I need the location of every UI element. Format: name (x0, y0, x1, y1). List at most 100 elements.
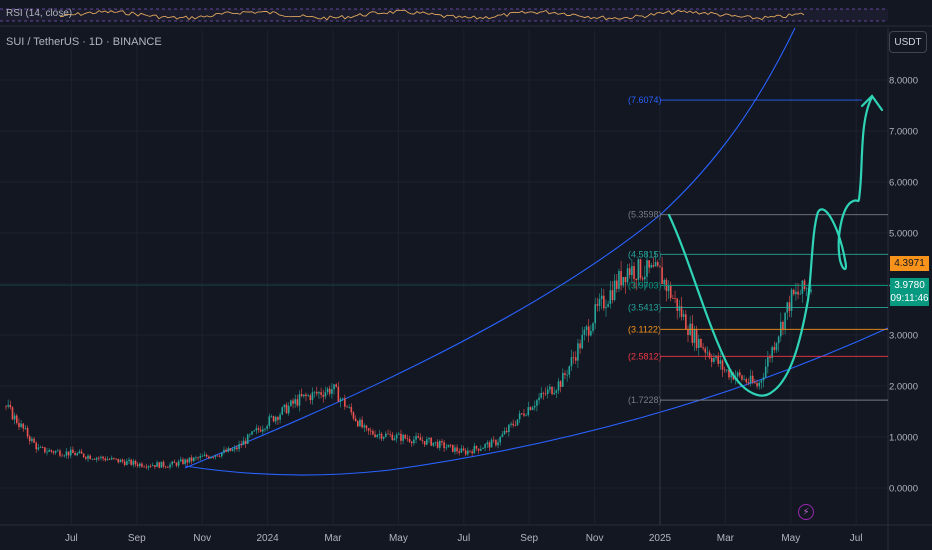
candle-body (624, 276, 627, 283)
x-tick-label: Jul (65, 533, 78, 544)
candle-body (721, 360, 724, 370)
candle-body (562, 373, 564, 387)
candle-body (488, 442, 491, 448)
candle-body (85, 457, 87, 459)
candle-body (262, 429, 264, 432)
candle-body (143, 466, 145, 468)
candle-body (531, 407, 534, 410)
candle-body (713, 358, 715, 362)
y-tick-label: 8.0000 (889, 76, 918, 87)
candle-body (171, 461, 173, 465)
candle-body (259, 429, 262, 432)
candle-body (136, 464, 139, 467)
candle-body (249, 434, 251, 436)
candle-body (525, 415, 527, 416)
rsi-indicator-label[interactable]: RSI (14, close) (6, 8, 73, 19)
candle-body (119, 459, 122, 463)
candle-body (603, 295, 605, 309)
candle-body (72, 449, 74, 454)
candle-body (648, 260, 650, 268)
candle-body (67, 451, 70, 456)
candle-body (486, 442, 489, 445)
x-tick-label: May (389, 533, 408, 544)
candle-body (65, 451, 68, 456)
candle-body (167, 467, 169, 468)
candle-body (503, 430, 506, 435)
candle-body (654, 262, 657, 267)
fib-level-label: (4.5815) (628, 249, 662, 259)
candle-body (810, 289, 812, 292)
candle-body (741, 375, 743, 380)
candle-body (348, 407, 350, 408)
candle-body (305, 394, 307, 396)
candle-body (393, 438, 396, 441)
candle-body (184, 459, 186, 464)
candle-body (195, 457, 197, 459)
rsi-band-fill (0, 9, 888, 21)
x-tick-label: Mar (717, 533, 735, 544)
candle-body (257, 428, 260, 430)
unit-selector-button[interactable]: USDT (889, 31, 927, 53)
candle-body (669, 285, 672, 299)
candle-body (533, 405, 536, 408)
candle-body (451, 444, 454, 452)
candle-body (130, 459, 132, 465)
candle-body (747, 382, 750, 383)
candle-body (387, 433, 389, 435)
candle-body (639, 259, 642, 279)
fib-level-label: (5.3598) (628, 210, 662, 220)
candle-body (788, 302, 791, 311)
fib-retracement[interactable]: (7.6074) (5.3598) (4.5815) (3.9703) (3.5413)… (628, 95, 888, 525)
candle-body (356, 421, 359, 427)
candle-body (540, 392, 543, 398)
candle-body (667, 285, 670, 291)
candle-body (410, 441, 413, 444)
candle-body (35, 442, 38, 450)
projection-arrowhead (860, 94, 884, 112)
candle-body (294, 399, 296, 404)
candle-body (203, 454, 206, 457)
candle-body (631, 266, 633, 276)
projection-drawing (667, 94, 884, 397)
candle-body (421, 440, 424, 442)
candle-body (251, 431, 253, 435)
candle-body (527, 407, 530, 416)
candle-body (546, 389, 549, 395)
time-axis[interactable]: Jul Sep Nov 2024 Mar May Jul Sep Nov 2025 Mar May Ju… (65, 533, 863, 544)
candle-body (428, 437, 430, 440)
candle-body (231, 449, 234, 451)
candle-body (674, 298, 676, 299)
y-tick-label: 1.0000 (889, 433, 918, 444)
candle-body (283, 404, 286, 408)
candle-body (87, 455, 89, 459)
y-tick-label: 6.0000 (889, 178, 918, 189)
candle-body (436, 441, 439, 448)
candle-body (523, 413, 525, 416)
candle-body (646, 260, 648, 277)
candle-body (462, 448, 465, 451)
candle-body (607, 303, 609, 307)
candle-body (104, 458, 107, 461)
fib-level-label: (1.7228) (628, 395, 662, 405)
candle-body (24, 427, 27, 429)
candle-body (445, 447, 448, 449)
x-tick-label: May (781, 533, 800, 544)
candle-body (551, 386, 553, 395)
bar-countdown: 09:11:46 (890, 291, 929, 306)
candle-body (590, 330, 592, 336)
candle-body (277, 417, 279, 420)
candle-body (192, 457, 195, 462)
candle-body (685, 314, 687, 330)
candle-body (158, 462, 161, 468)
candle-body (680, 306, 683, 317)
candle-body (296, 399, 299, 406)
lightning-bolt-icon[interactable]: ⚡ (798, 504, 814, 520)
candle-body (510, 423, 512, 425)
candle-body (177, 461, 180, 466)
candle-body (162, 461, 165, 467)
x-tick-label: Mar (324, 533, 342, 544)
candle-body (151, 465, 154, 467)
candle-body (121, 459, 124, 462)
candle-body (300, 394, 303, 397)
